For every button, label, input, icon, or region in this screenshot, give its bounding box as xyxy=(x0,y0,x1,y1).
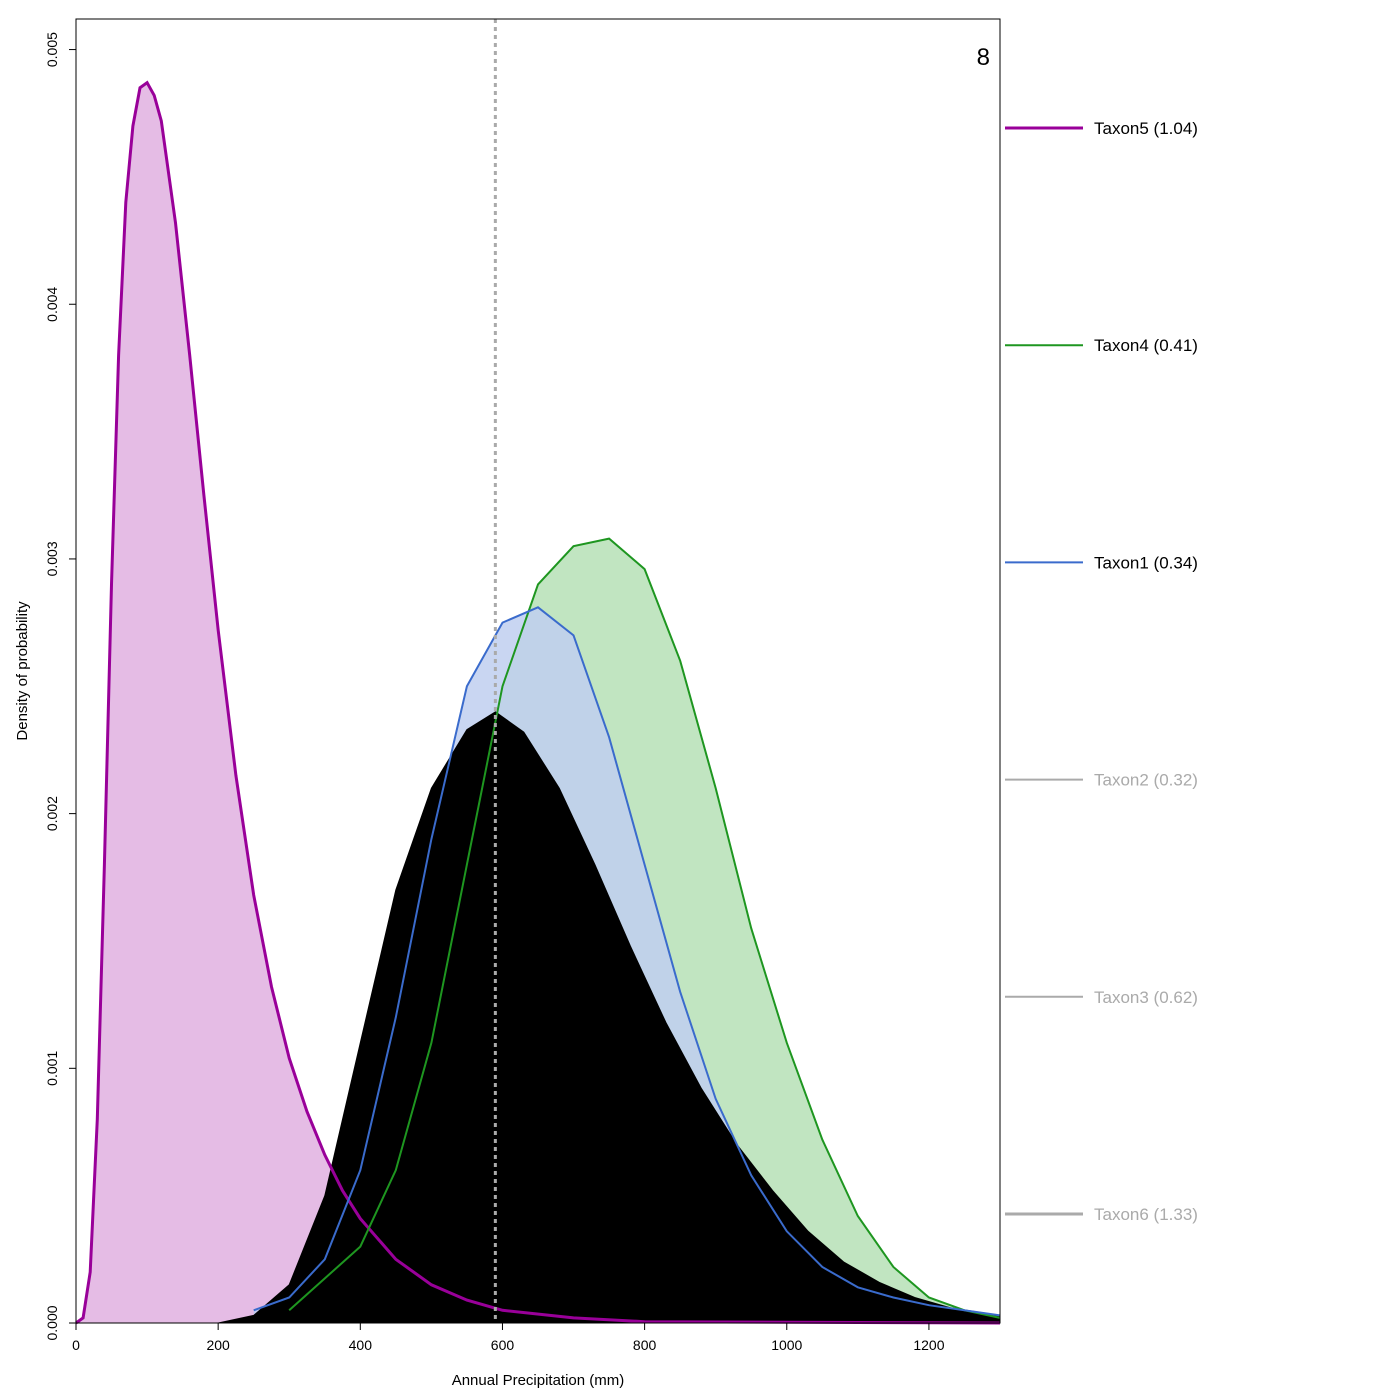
y-tick-label: 0.001 xyxy=(44,1051,60,1086)
panel-label: 8 xyxy=(977,44,990,71)
legend-label: Taxon1 (0.34) xyxy=(1094,553,1198,572)
legend-label: Taxon5 (1.04) xyxy=(1094,119,1198,138)
legend-item-taxon6-1-33: Taxon6 (1.33) xyxy=(1005,1205,1198,1224)
x-tick-label: 1000 xyxy=(771,1337,802,1353)
density-line-taxon1-0-34 xyxy=(253,606,1001,1317)
combined-density xyxy=(218,711,1001,1324)
y-axis: 0.000 0.001 0.002 0.003 0.004 0.005 xyxy=(44,32,76,1341)
legend-item-taxon5-1-04: Taxon5 (1.04) xyxy=(1005,119,1198,138)
legend-label: Taxon2 (0.32) xyxy=(1094,771,1198,790)
y-tick-label: 0.005 xyxy=(44,32,60,67)
legend-label: Taxon4 (0.41) xyxy=(1094,336,1198,355)
legend-label: Taxon3 (0.62) xyxy=(1094,988,1198,1007)
x-axis-label: Annual Precipitation (mm) xyxy=(452,1372,625,1389)
density-lines xyxy=(75,80,1001,1325)
x-axis: 0 200 400 600 800 1000 1200 xyxy=(72,1323,945,1353)
legend-item-taxon4-0-41: Taxon4 (0.41) xyxy=(1005,336,1198,355)
y-tick-label: 0.003 xyxy=(44,541,60,576)
legend: Taxon5 (1.04) Taxon4 (0.41) Taxon1 (0.34) T… xyxy=(1005,119,1198,1224)
x-tick-label: 200 xyxy=(206,1337,230,1353)
x-tick-label: 600 xyxy=(491,1337,515,1353)
density-line-taxon4-0-41 xyxy=(288,537,1001,1319)
combined-density-area xyxy=(218,711,1001,1324)
density-line-taxon5-1-04 xyxy=(75,80,1001,1325)
legend-item-taxon3-0-62: Taxon3 (0.62) xyxy=(1005,988,1198,1007)
x-tick-label: 800 xyxy=(633,1337,657,1353)
x-tick-label: 400 xyxy=(349,1337,373,1353)
legend-item-taxon1-0-34: Taxon1 (0.34) xyxy=(1005,553,1198,572)
y-axis-label: Density of probability xyxy=(14,601,31,741)
x-tick-label: 1200 xyxy=(913,1337,944,1353)
y-tick-label: 0.004 xyxy=(44,287,60,322)
x-tick-label: 0 xyxy=(72,1337,80,1353)
plot-frame xyxy=(75,18,1001,1324)
y-tick-label: 0.000 xyxy=(44,1305,60,1340)
density-fill-taxon5-1-04 xyxy=(76,82,1000,1324)
legend-label: Taxon6 (1.33) xyxy=(1094,1205,1198,1224)
legend-item-taxon2-0-32: Taxon2 (0.32) xyxy=(1005,771,1198,790)
y-tick-label: 0.002 xyxy=(44,796,60,831)
